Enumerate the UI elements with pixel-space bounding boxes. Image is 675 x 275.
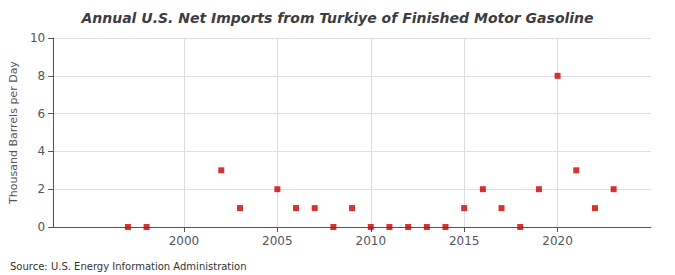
svg-text:2015: 2015 (449, 234, 480, 248)
svg-text:2005: 2005 (262, 234, 293, 248)
svg-text:2010: 2010 (355, 234, 386, 248)
svg-text:10: 10 (30, 31, 45, 45)
svg-text:2020: 2020 (542, 234, 573, 248)
svg-text:4: 4 (38, 144, 46, 158)
svg-text:6: 6 (38, 107, 46, 121)
svg-text:2000: 2000 (169, 234, 200, 248)
svg-text:0: 0 (38, 220, 46, 234)
svg-text:Thousand Barrels per Day: Thousand Barrels per Day (7, 61, 20, 205)
svg-text:2: 2 (38, 182, 46, 196)
svg-text:Source: U.S. Energy Informatio: Source: U.S. Energy Information Administ… (10, 261, 247, 272)
svg-text:Annual U.S. Net Imports from T: Annual U.S. Net Imports from Turkiye of … (80, 10, 593, 26)
svg-text:8: 8 (38, 69, 46, 83)
